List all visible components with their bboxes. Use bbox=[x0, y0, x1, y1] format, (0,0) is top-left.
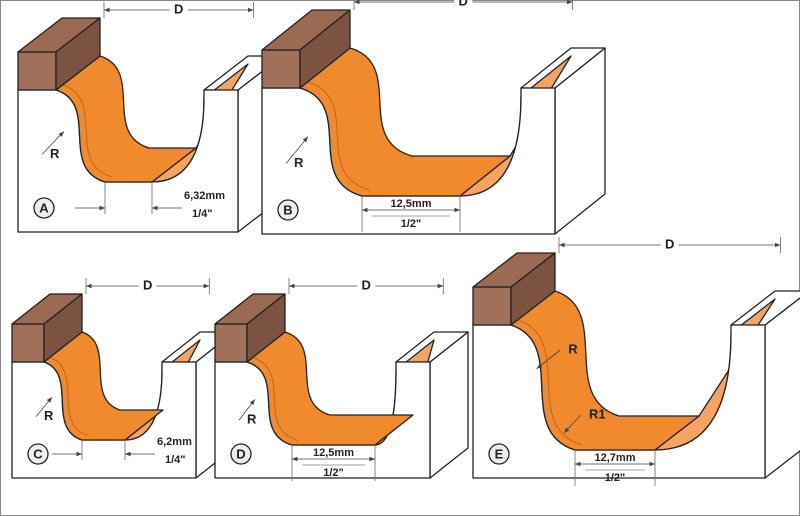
panel-letter: B bbox=[283, 202, 292, 217]
radius-label: R bbox=[44, 408, 54, 423]
profile-step bbox=[49, 357, 88, 436]
radius-leader bbox=[35, 396, 53, 417]
radius-leader bbox=[285, 136, 309, 164]
profile-step bbox=[307, 81, 370, 191]
radius-label: R bbox=[247, 412, 257, 427]
block-side bbox=[43, 293, 83, 363]
profile-surface bbox=[55, 55, 197, 183]
block-side bbox=[55, 17, 101, 91]
block-side bbox=[299, 9, 351, 89]
panel-badge bbox=[33, 197, 55, 219]
dimension-label-bg bbox=[138, 278, 157, 294]
radius-leader bbox=[563, 414, 582, 434]
profile-surface bbox=[299, 47, 511, 197]
dimension-label: D bbox=[459, 0, 468, 8]
panel-letter: C bbox=[33, 446, 43, 461]
panel-letter: A bbox=[39, 200, 49, 215]
width-in: 1/4" bbox=[165, 454, 186, 466]
block-front bbox=[11, 323, 45, 363]
radius-leader bbox=[41, 131, 65, 155]
dimension-label: D bbox=[361, 277, 370, 292]
panel-badge bbox=[488, 443, 510, 465]
dimension-label-bg bbox=[357, 278, 376, 294]
width-mm: 12,7mm bbox=[595, 452, 636, 464]
width-in: 1/2" bbox=[323, 467, 344, 479]
profile-surface bbox=[43, 331, 164, 441]
panel-badge bbox=[277, 199, 299, 221]
width-in: 1/4" bbox=[192, 208, 213, 220]
dimension-label: D bbox=[665, 236, 674, 251]
block-front bbox=[472, 286, 512, 326]
panel-badge bbox=[230, 443, 252, 465]
panel-letter: D bbox=[236, 446, 245, 461]
width-mm: 6,2mm bbox=[157, 436, 192, 448]
dimension-label-bg bbox=[660, 237, 679, 253]
radius-label: R1 bbox=[589, 406, 606, 421]
radius-label: R bbox=[294, 155, 304, 170]
radius-label: R bbox=[568, 341, 578, 356]
profile-surface bbox=[246, 331, 414, 446]
width-mm: 12,5mm bbox=[313, 447, 354, 459]
width-mm: 12,5mm bbox=[391, 198, 432, 210]
profile-step bbox=[62, 84, 112, 178]
radius-label: R bbox=[50, 146, 60, 161]
dimension-label: D bbox=[174, 1, 183, 16]
block-side bbox=[510, 252, 556, 326]
dimension-label: D bbox=[143, 277, 152, 292]
profile-step bbox=[252, 357, 298, 441]
block-front bbox=[214, 323, 248, 363]
panel-badge bbox=[27, 443, 49, 465]
width-in: 1/2" bbox=[605, 472, 626, 484]
dimension-label-bg bbox=[169, 2, 188, 18]
block-side bbox=[246, 293, 286, 363]
width-in: 1/2" bbox=[401, 218, 422, 230]
width-mm: 6,32mm bbox=[184, 190, 225, 202]
radius-leader bbox=[536, 349, 561, 370]
profile-step bbox=[517, 319, 582, 446]
block-front bbox=[17, 51, 57, 91]
block-front bbox=[261, 49, 301, 89]
panel-letter: E bbox=[495, 446, 504, 461]
radius-leader bbox=[238, 399, 256, 421]
dimension-label-bg bbox=[454, 0, 473, 10]
